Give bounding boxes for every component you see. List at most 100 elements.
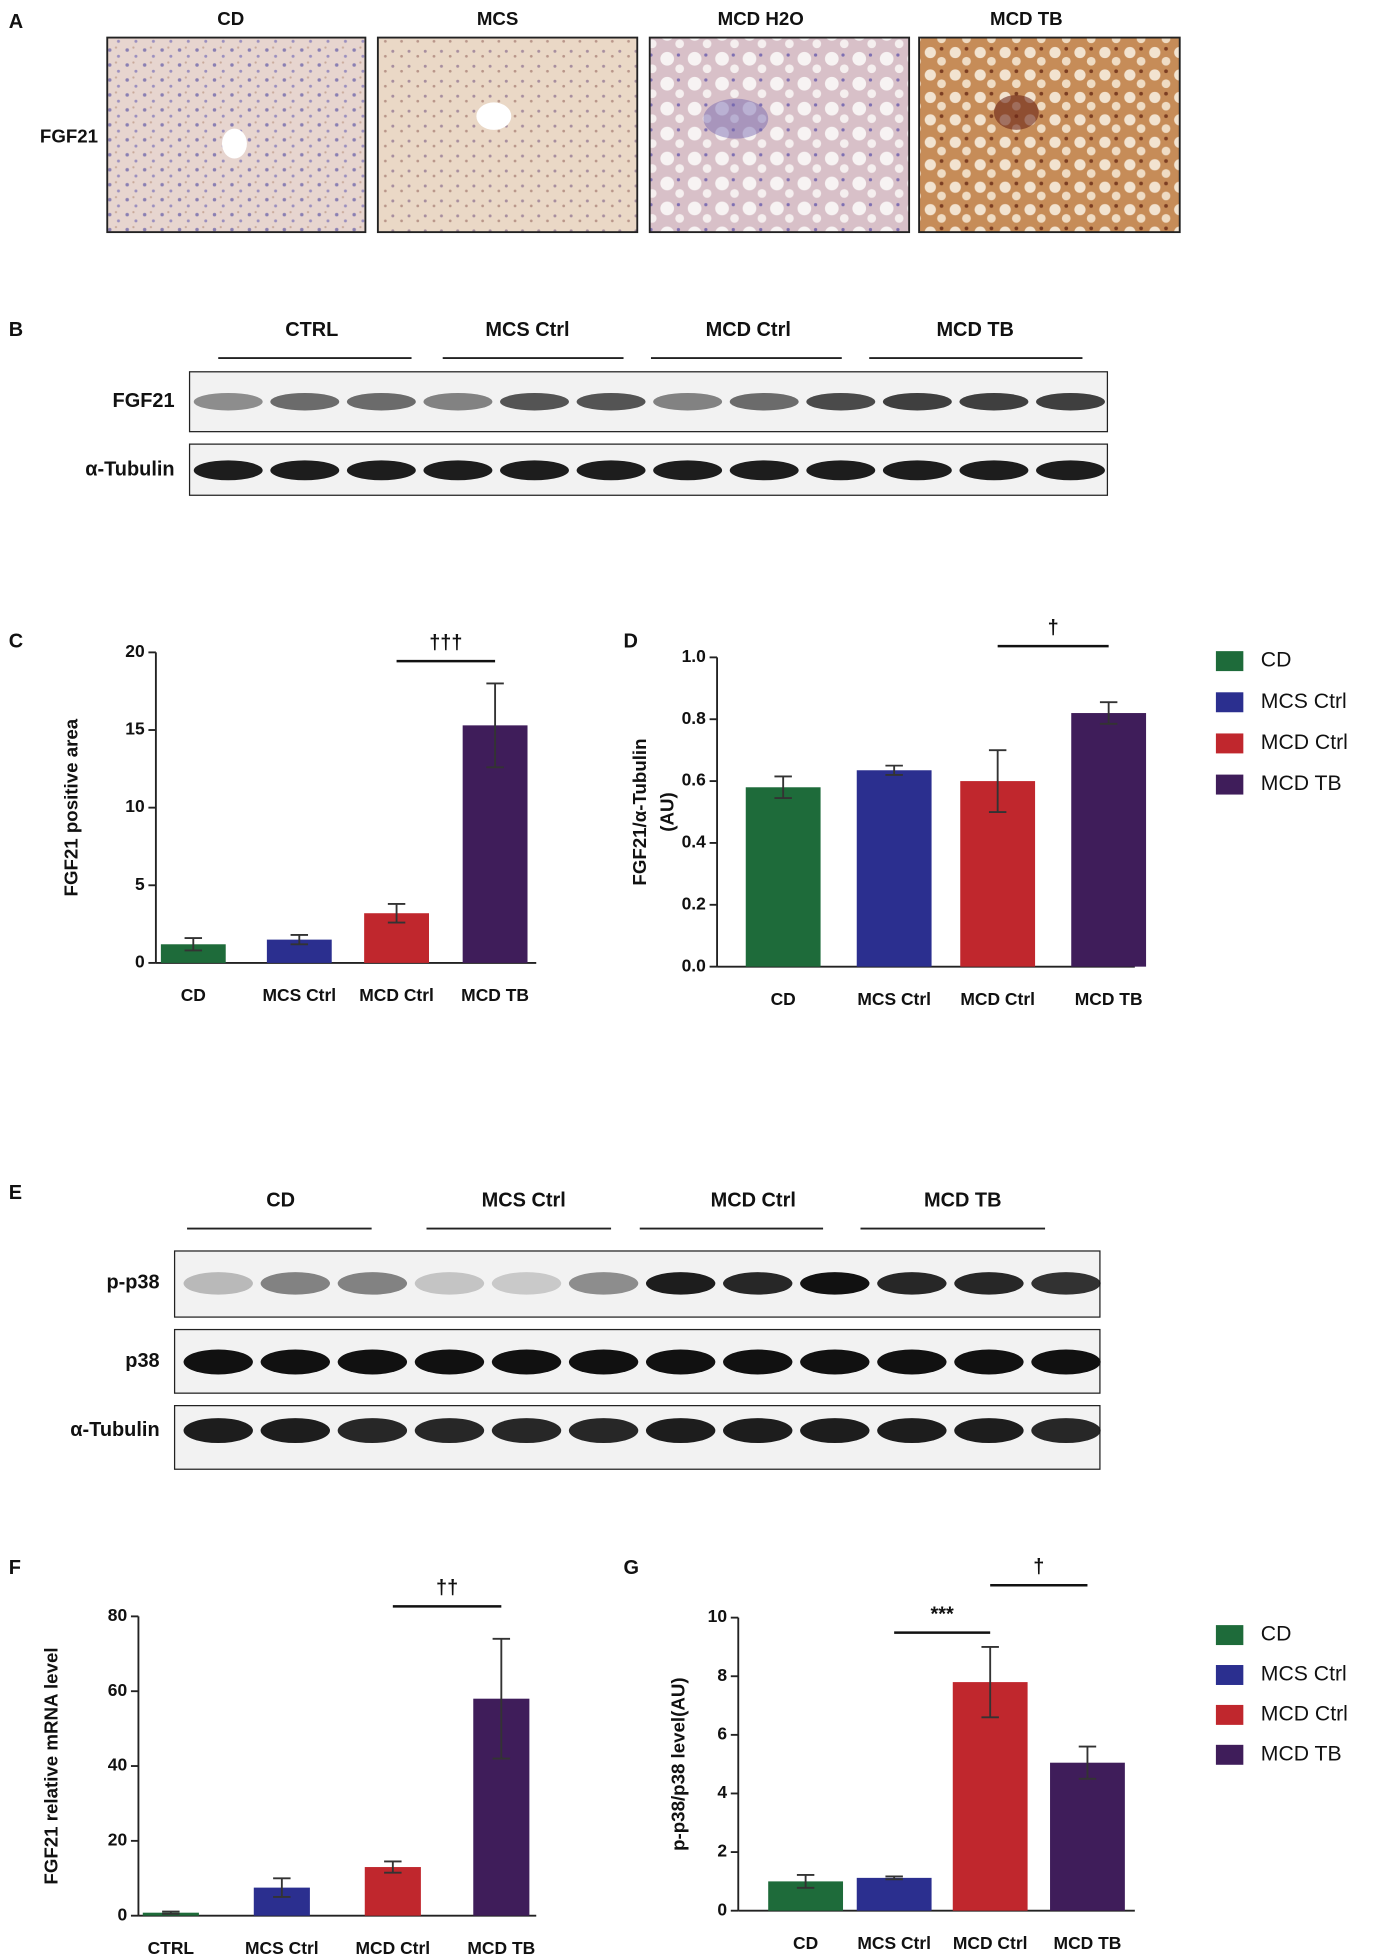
group-label: MCD Ctrl	[711, 1189, 796, 1211]
column-label: CD	[217, 8, 244, 29]
blot-strip	[188, 371, 1109, 433]
y-tick-label: 10	[708, 1606, 727, 1626]
error-bar	[273, 1877, 291, 1898]
bar	[952, 1682, 1028, 1911]
band	[500, 460, 569, 481]
y-tick-label: 15	[125, 719, 145, 739]
column-label: MCS	[477, 8, 519, 29]
error-bar	[492, 1637, 511, 1760]
error-bar	[1078, 1745, 1097, 1780]
y-tick-label: 8	[717, 1665, 727, 1685]
vessel	[476, 102, 512, 130]
error-bar	[981, 1645, 999, 1719]
panel-label: B	[9, 319, 23, 341]
group-label: MCD TB	[924, 1189, 1002, 1211]
significance-mark: ††	[436, 1577, 458, 1599]
row-label: p-p38	[106, 1272, 159, 1294]
band	[806, 460, 876, 481]
band	[193, 460, 263, 481]
band	[260, 1272, 330, 1295]
band	[954, 1418, 1024, 1444]
x-tick-label: MCS Ctrl	[857, 989, 931, 1009]
band	[414, 1272, 485, 1295]
band	[645, 1418, 716, 1444]
band	[1036, 392, 1105, 411]
group-label: MCS Ctrl	[482, 1189, 566, 1211]
band	[414, 1418, 485, 1444]
stain-region	[993, 94, 1039, 130]
error-bar	[184, 937, 203, 952]
band	[877, 1418, 947, 1444]
group-label: CTRL	[285, 319, 338, 341]
band	[346, 392, 416, 411]
x-tick-label: MCD Ctrl	[359, 985, 434, 1005]
histology-panels	[106, 36, 1181, 234]
x-tick-label: CD	[181, 985, 206, 1005]
band	[270, 392, 340, 411]
y-tick-label: 0.6	[682, 770, 707, 790]
y-tick-label: 0.8	[682, 708, 707, 728]
y-tick-label: 0	[117, 1904, 127, 1924]
group-label: CD	[266, 1189, 295, 1211]
legend-label: MCS Ctrl	[1261, 690, 1347, 713]
y-tick-label: 60	[108, 1680, 127, 1700]
row-label: p38	[125, 1350, 159, 1372]
band	[1031, 1272, 1101, 1295]
error-bar	[796, 1874, 815, 1889]
band	[568, 1272, 639, 1295]
group-label: MCD Ctrl	[706, 319, 791, 341]
band	[653, 392, 723, 411]
legend-label: CD	[1261, 649, 1292, 672]
panel-label: A	[9, 11, 23, 33]
band	[337, 1349, 408, 1375]
x-tick-label: CD	[793, 1933, 818, 1953]
legend-label: MCD TB	[1261, 772, 1342, 795]
error-bar	[290, 934, 309, 946]
group-label: MCS Ctrl	[485, 319, 569, 341]
band	[183, 1349, 253, 1375]
band	[959, 392, 1029, 411]
legend-label: MCD Ctrl	[1261, 731, 1348, 754]
band	[270, 460, 340, 481]
y-axis-label: FGF21/α-Tubulin	[629, 738, 650, 885]
legend-swatch	[1215, 692, 1244, 713]
band	[954, 1349, 1024, 1375]
band	[491, 1418, 562, 1444]
y-tick-label: 0.2	[682, 893, 706, 913]
band	[423, 460, 493, 481]
y-tick-label: 1.0	[682, 646, 706, 666]
band	[568, 1418, 639, 1444]
band	[954, 1272, 1024, 1295]
band	[576, 392, 646, 411]
bar	[160, 944, 226, 963]
x-tick-label: CTRL	[148, 1938, 195, 1957]
x-tick-label: MCD Ctrl	[960, 989, 1035, 1009]
histology-image	[648, 36, 911, 234]
y-tick-label: 5	[135, 874, 145, 894]
band	[877, 1272, 947, 1295]
y-tick-label: 40	[108, 1755, 127, 1775]
band	[800, 1272, 870, 1295]
error-bar	[774, 775, 792, 800]
x-tick-label: MCS Ctrl	[245, 1938, 319, 1957]
significance-mark: †	[1048, 617, 1059, 639]
histology-image	[918, 36, 1181, 234]
row-label: α-Tubulin	[85, 459, 174, 481]
bar	[745, 787, 821, 967]
panel-label: C	[9, 631, 23, 653]
panel-label: G	[624, 1557, 640, 1579]
y-tick-label: 6	[717, 1723, 727, 1743]
row-label: FGF21	[113, 390, 175, 412]
band	[1031, 1418, 1101, 1444]
band	[183, 1272, 253, 1295]
x-tick-label: MCD Ctrl	[356, 1938, 431, 1957]
y-axis-label: p-p38/p38 level(AU)	[668, 1677, 689, 1850]
y-tick-label: 0	[717, 1899, 727, 1919]
error-bar	[1099, 701, 1118, 725]
row-label: α-Tubulin	[70, 1419, 159, 1441]
y-tick-label: 20	[108, 1829, 127, 1849]
band	[491, 1272, 562, 1295]
error-bar	[988, 749, 1007, 813]
band	[1036, 460, 1105, 481]
y-tick-label: 0.4	[682, 832, 707, 852]
